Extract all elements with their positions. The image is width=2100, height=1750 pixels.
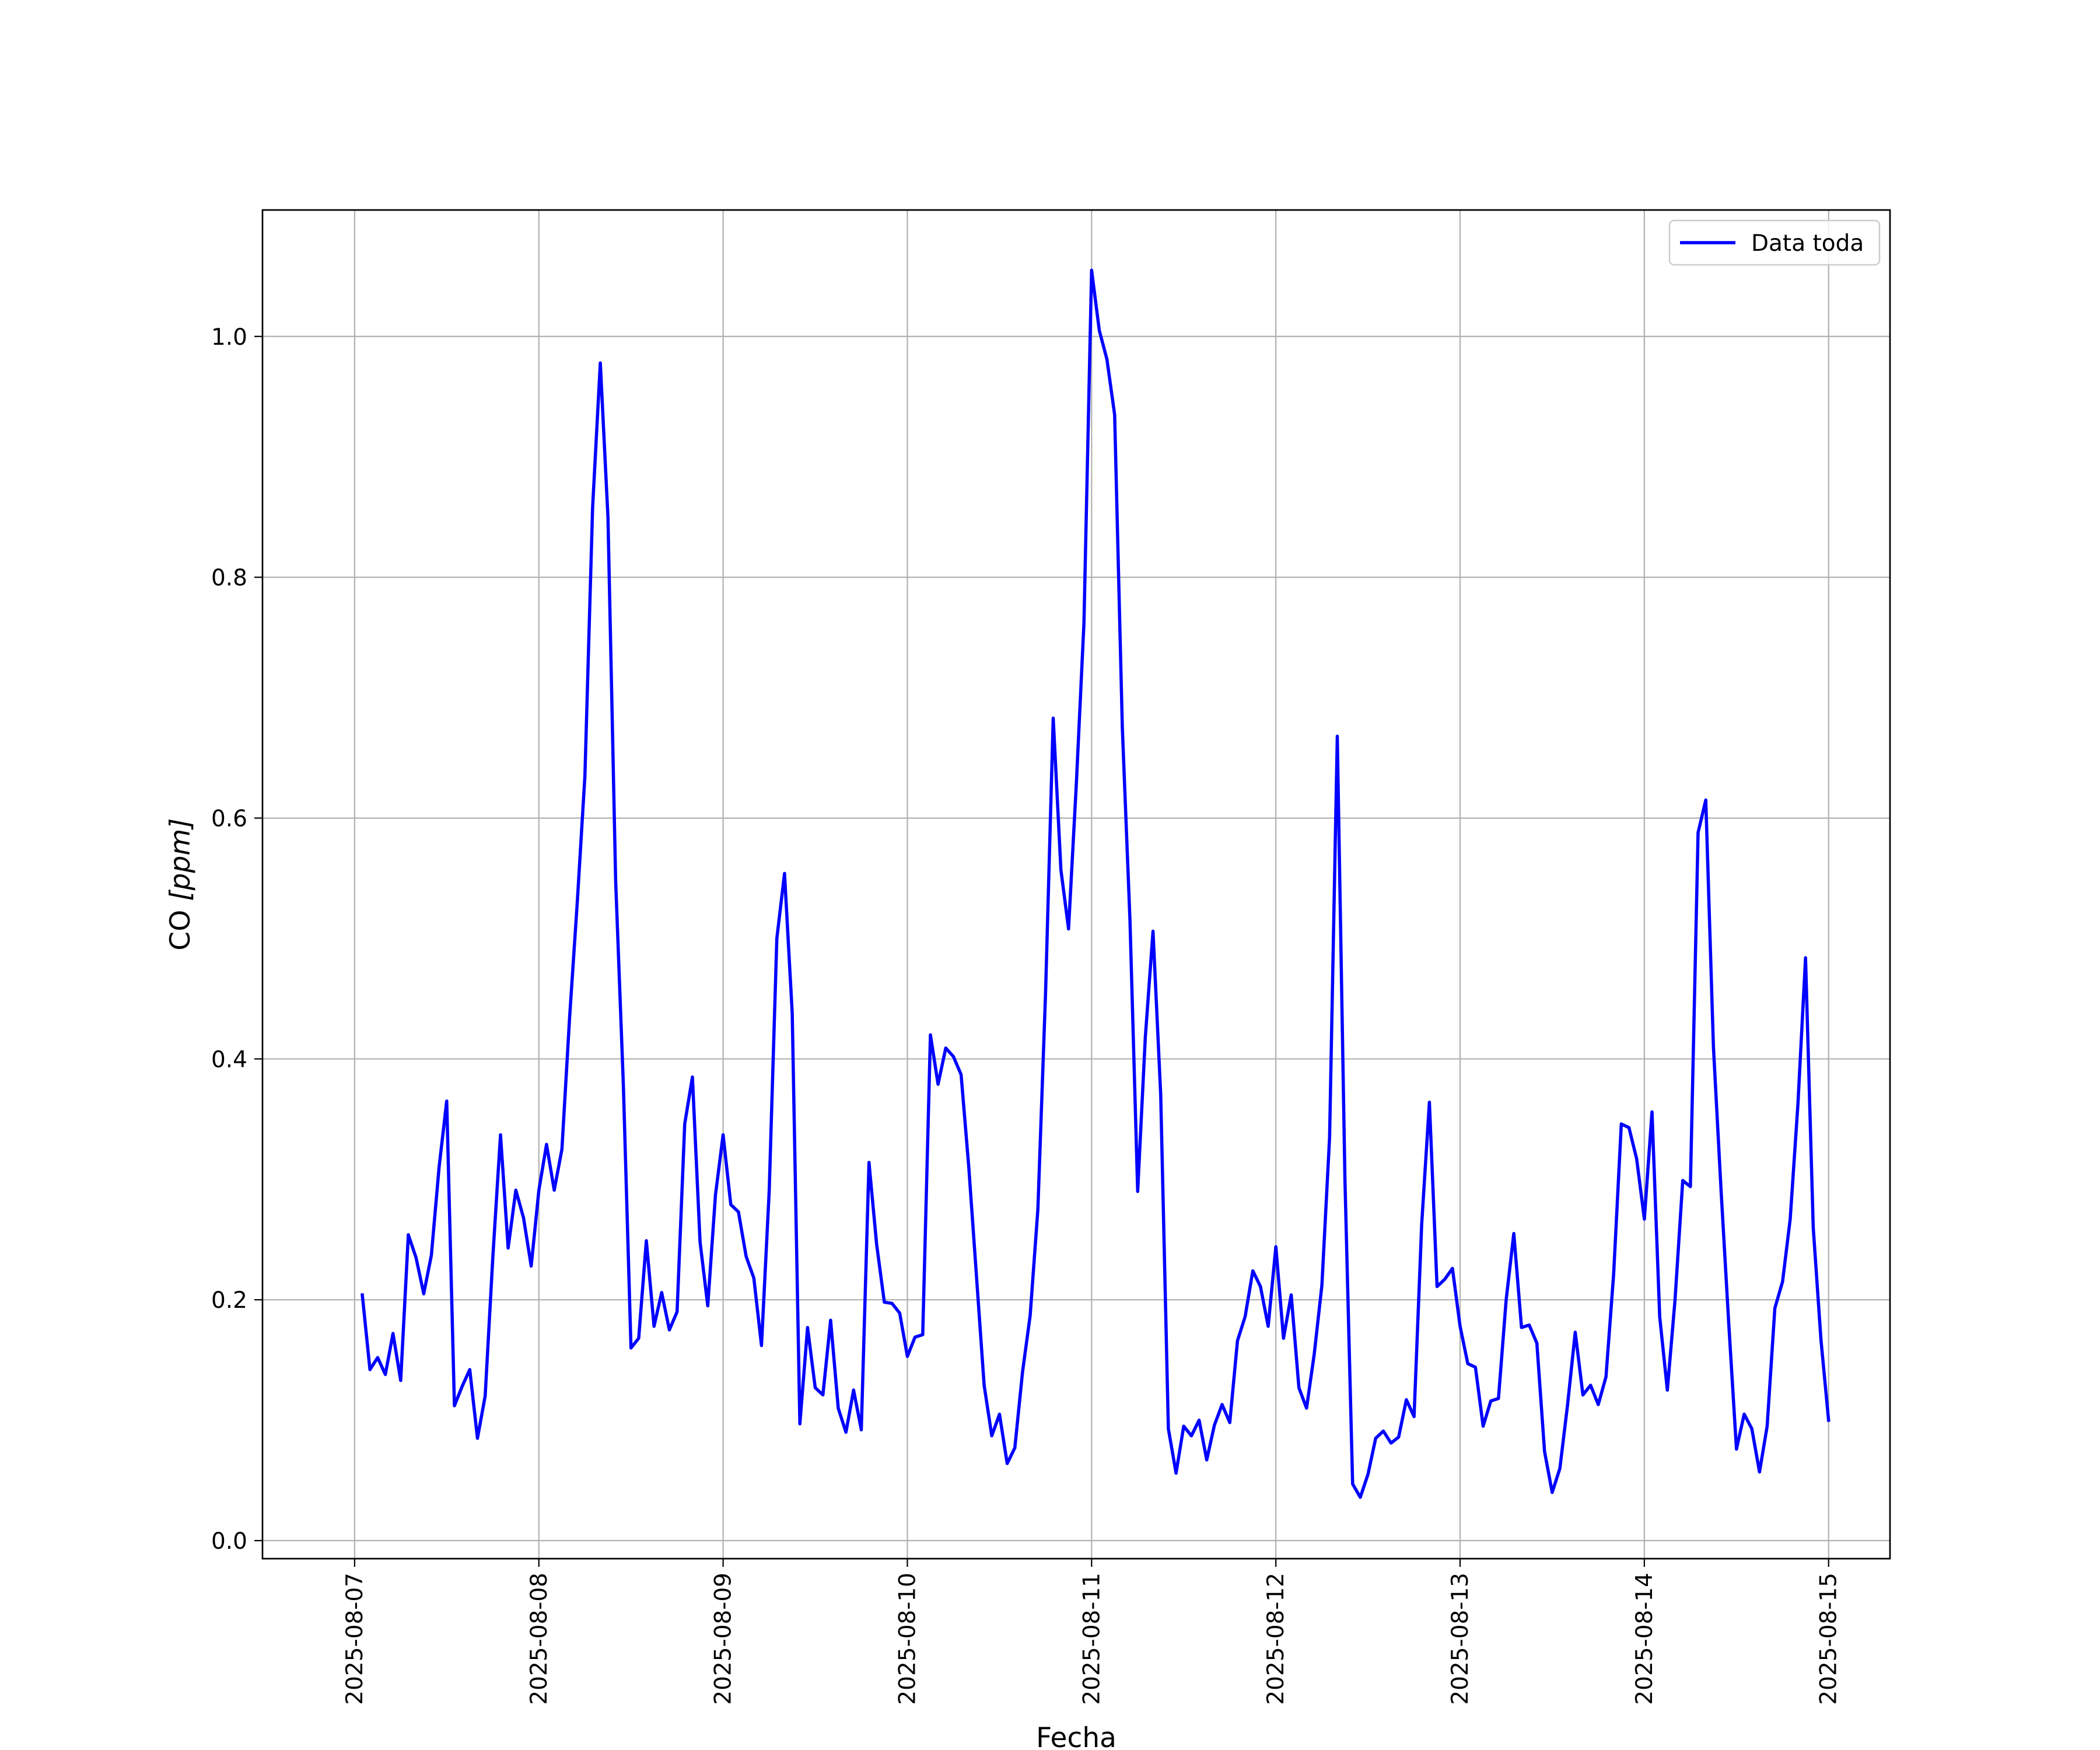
y-tick-label: 0.4: [211, 1046, 247, 1073]
legend-label-data-toda: Data toda: [1751, 230, 1864, 257]
y-tick-label: 0.0: [211, 1528, 247, 1555]
x-tick-label: 2025-08-14: [1632, 1573, 1658, 1705]
series-line-0: [360, 268, 1831, 1499]
x-tick-label: 2025-08-07: [342, 1573, 368, 1705]
y-axis-title-prefix: CO: [164, 901, 197, 951]
plot-frame: [261, 209, 1891, 1560]
x-tick-label: 2025-08-08: [526, 1573, 552, 1705]
y-axis-title-unit: [ppm]: [164, 818, 197, 901]
y-tick-label: 0.8: [211, 565, 247, 592]
y-tick-label: 1.0: [211, 324, 247, 351]
x-axis-title: Fecha: [1036, 1722, 1116, 1750]
x-tick-label: 2025-08-15: [1816, 1573, 1842, 1705]
y-axis-title: CO [ppm]: [164, 818, 197, 951]
x-tick-label: 2025-08-11: [1079, 1573, 1105, 1705]
y-tick-label: 0.6: [211, 806, 247, 832]
legend-box: [1668, 219, 1881, 266]
axis-ticks: 2025-08-07 2025-08-08 2025-08-09 2025-08-10…: [211, 324, 1842, 1705]
y-tick-label: 0.2: [211, 1287, 247, 1314]
series-layer: [360, 268, 1831, 1499]
x-tick-label: 2025-08-09: [710, 1573, 737, 1705]
x-tick-label: 2025-08-13: [1447, 1573, 1474, 1705]
legend: Data toda: [1668, 219, 1881, 266]
x-tick-label: 2025-08-12: [1263, 1573, 1289, 1705]
x-tick-label: 2025-08-10: [894, 1573, 921, 1705]
grid-lines: [262, 210, 1890, 1559]
